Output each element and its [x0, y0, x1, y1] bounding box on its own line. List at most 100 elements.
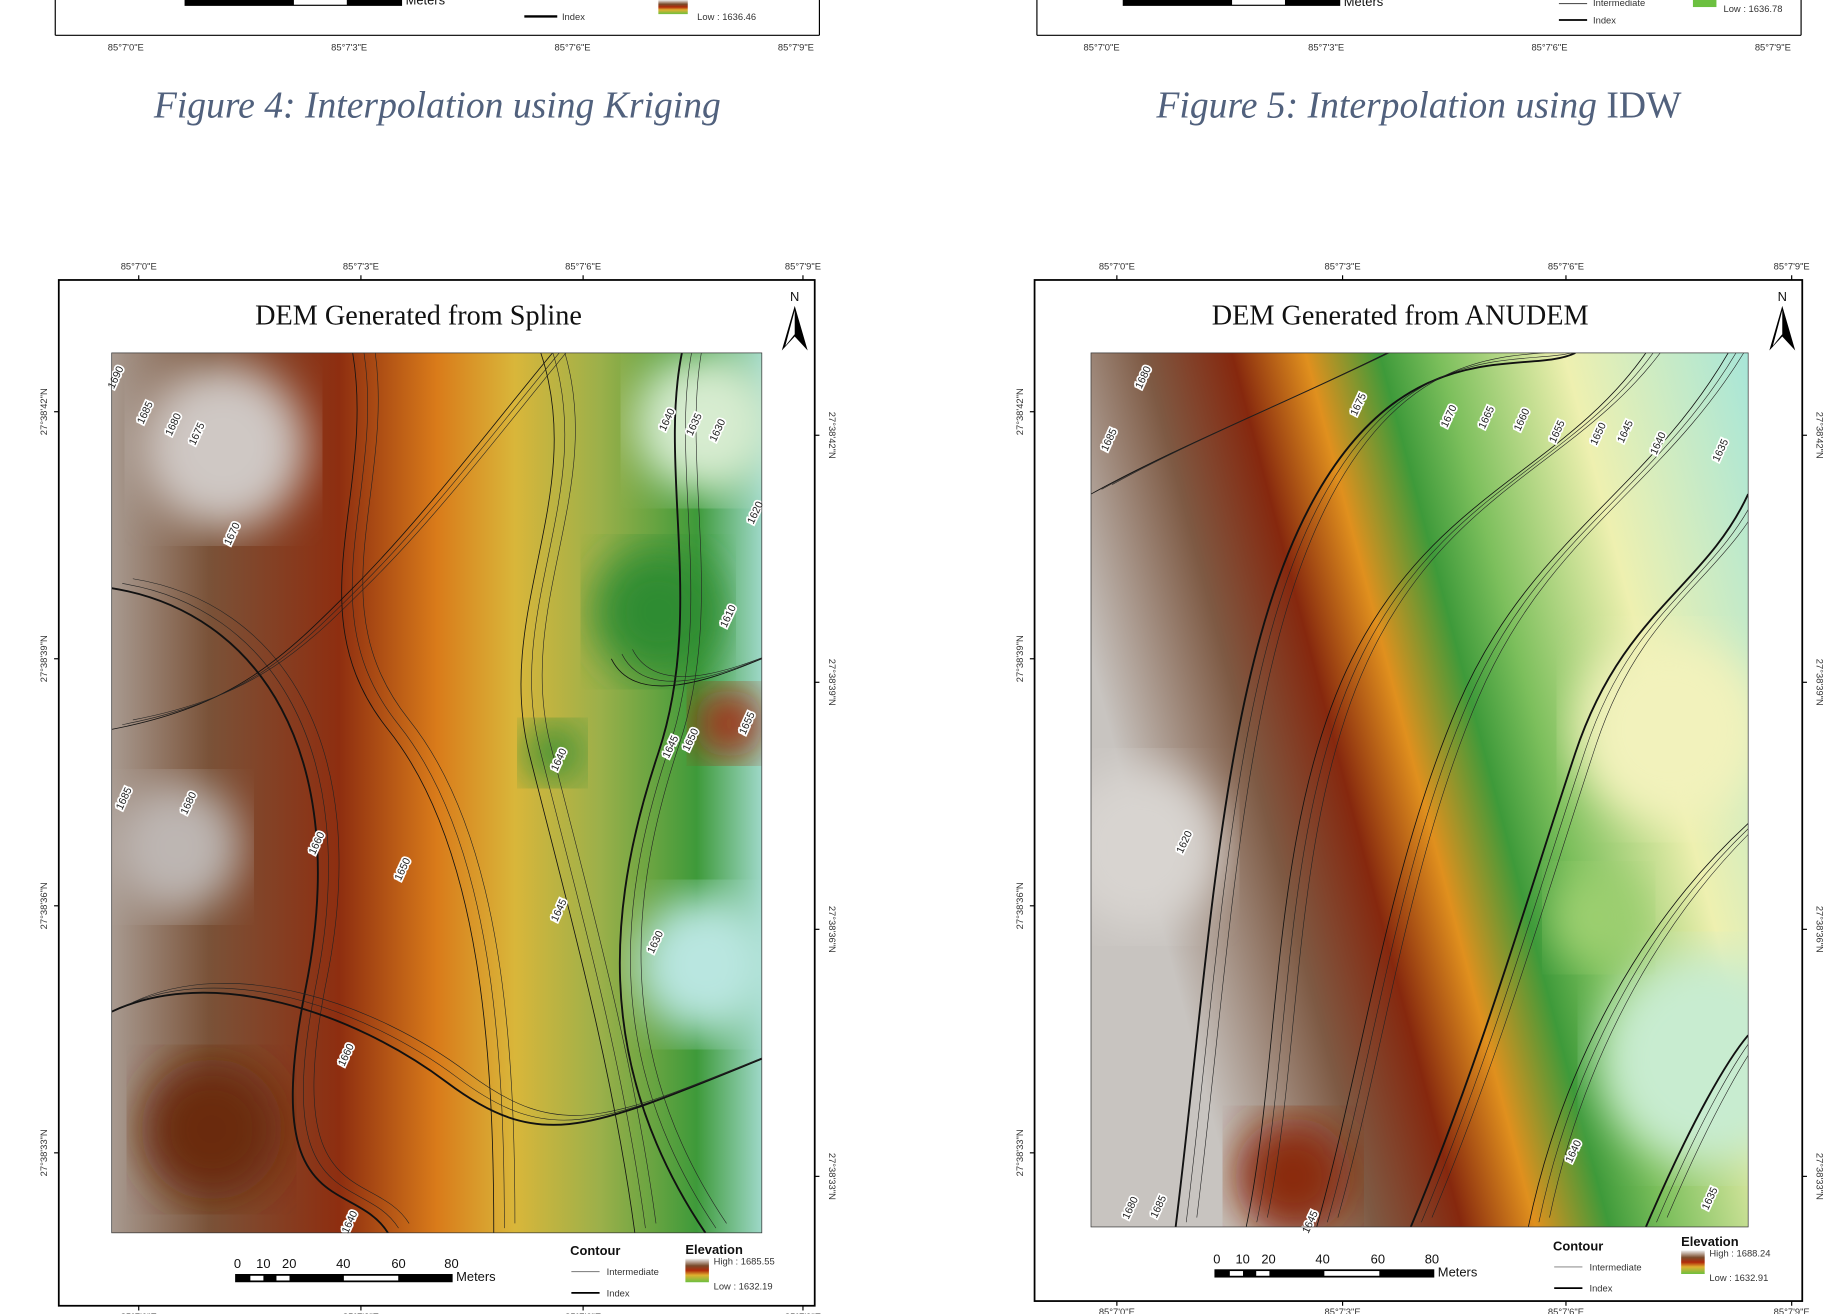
scale-tick: 60 — [391, 1256, 405, 1271]
contour-line — [132, 578, 410, 1224]
scale-bar — [184, 0, 403, 6]
contour-line — [132, 983, 762, 1116]
contour-line — [621, 653, 762, 682]
scale-tick: 20 — [1261, 1251, 1275, 1266]
contour-line — [1549, 834, 1749, 1218]
contour-line — [1666, 1055, 1749, 1218]
lon-tick-label: 85°7'0"E — [1099, 260, 1135, 271]
dem-region — [111, 782, 242, 912]
caption-text: Figure 5: Interpolation using — [1155, 85, 1597, 127]
legend-low: Low : 1636.78 — [1723, 3, 1782, 14]
elevation-low: Low : 1632.91 — [1709, 1272, 1768, 1283]
contour-line — [1656, 1043, 1749, 1223]
lon-tick-label: 85°7'6"E — [1548, 1306, 1584, 1314]
lon-tick-label: 85°7'3"E — [1325, 260, 1361, 271]
lon-tick-label: 85°7'6"E — [1531, 42, 1567, 53]
lat-tick-label: 27°38'39"N — [1814, 659, 1825, 706]
lon-tick-label: 85°7'6"E — [1548, 260, 1584, 271]
contour-line — [531, 352, 646, 1229]
contour-line — [1431, 521, 1749, 1218]
north-label: N — [1778, 289, 1787, 304]
scale-bar-segment — [343, 1275, 399, 1281]
legend-swatch — [658, 0, 688, 15]
contour-line — [351, 352, 505, 1229]
dem-region — [1551, 870, 1646, 965]
scale-tick: 0 — [234, 1256, 241, 1271]
dem-region — [141, 1058, 283, 1200]
legend-item: Index — [562, 11, 585, 22]
lat-tick-label: 27°38'42"N — [827, 412, 838, 459]
legend-item: Index — [1589, 1283, 1612, 1294]
scale-bar-segment — [1256, 1271, 1270, 1276]
scale-tick: 60 — [1371, 1251, 1385, 1266]
scale-tick: 20 — [282, 1256, 296, 1271]
dem-region — [593, 547, 724, 677]
scale-tick: 10 — [256, 1256, 270, 1271]
figure-caption: Figure 4: Interpolation using Kriging — [153, 85, 721, 127]
scale-bar-segment — [276, 1275, 290, 1281]
contour-line — [122, 583, 399, 1229]
scale-tick: 40 — [336, 1256, 350, 1271]
map-title: DEM Generated from Spline — [255, 301, 582, 332]
lat-tick-label: 27°38'42"N — [1014, 388, 1025, 435]
lon-tick-label: 85°7'9"E — [785, 260, 821, 271]
contour-line — [1337, 352, 1744, 1218]
scale-tick: 80 — [444, 1256, 458, 1271]
lon-tick-label: 85°7'0"E — [121, 260, 157, 271]
lon-tick-label: 85°7'0"E — [121, 1311, 157, 1314]
raster-border — [1090, 352, 1749, 1228]
lon-tick-label: 85°7'9"E — [778, 42, 814, 53]
lon-tick-label: 85°7'9"E — [1774, 260, 1810, 271]
legend-low: Low : 1636.46 — [697, 11, 756, 22]
contour-line — [1256, 352, 1654, 1223]
dem-raster — [1090, 352, 1749, 1227]
lat-tick-label: 27°38'36"N — [38, 882, 49, 929]
legend-title: Contour — [1553, 1238, 1603, 1253]
contour-line — [111, 587, 389, 1233]
lat-tick-label: 27°38'39"N — [38, 635, 49, 682]
dem-region — [634, 352, 762, 495]
contour-line — [341, 352, 495, 1233]
legend-item: Intermediate — [1593, 0, 1645, 8]
legend-item: Index — [1593, 15, 1616, 26]
scale-tick: 40 — [1315, 1251, 1329, 1266]
top-right-fragment — [1036, 0, 1802, 36]
contour-line — [132, 352, 567, 721]
scale-tick: 0 — [1213, 1251, 1220, 1266]
legend-item: Index — [607, 1287, 630, 1298]
legend-item: Intermediate — [1589, 1261, 1641, 1272]
lat-tick-label: 27°38'33"N — [1814, 1153, 1825, 1200]
lon-tick-label: 85°7'9"E — [785, 1311, 821, 1314]
contour-line — [1112, 352, 1390, 485]
lat-tick-label: 27°38'39"N — [827, 659, 838, 706]
lon-tick-label: 85°7'3"E — [331, 42, 367, 53]
scale-tick: 10 — [1235, 1251, 1249, 1266]
lon-tick-label: 85°7'6"E — [565, 1311, 601, 1314]
dem-region — [1234, 1117, 1352, 1227]
lon-tick-label: 85°7'6"E — [555, 42, 591, 53]
lon-tick-label: 85°7'6"E — [565, 260, 601, 271]
map-frame — [57, 279, 816, 1307]
lat-tick-label: 27°38'33"N — [1014, 1129, 1025, 1176]
lon-tick-label: 85°7'3"E — [343, 1311, 379, 1314]
dem-region — [1598, 952, 1749, 1165]
contour-line — [111, 991, 762, 1126]
scale-bar — [293, 0, 347, 5]
contour-line — [111, 352, 553, 730]
contour-line — [520, 352, 636, 1233]
dem-region — [693, 688, 762, 759]
contour-line — [630, 352, 717, 1229]
legend-item: Intermediate — [607, 1266, 659, 1277]
dem-region — [634, 894, 762, 1036]
elevation-high: High : 1685.55 — [714, 1256, 775, 1267]
scale-tick: 80 — [1425, 1251, 1439, 1266]
contour-line — [122, 987, 762, 1121]
dem-region — [1575, 635, 1749, 824]
scale-bar-segment — [1229, 1271, 1244, 1276]
scale-unit: Meters — [456, 1269, 495, 1284]
map-title: DEM Generated from ANUDEM — [1212, 301, 1589, 332]
contour-line — [1645, 1034, 1749, 1227]
dem-raster — [111, 352, 762, 1233]
